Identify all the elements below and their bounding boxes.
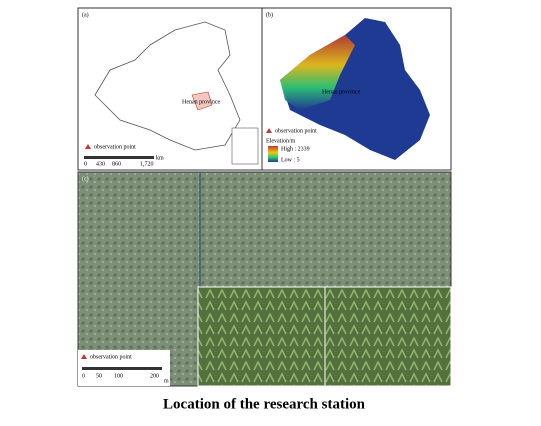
- legend-low: Low : 5: [281, 157, 300, 163]
- legend-marker: [81, 354, 87, 359]
- elevation-relief: [280, 35, 355, 110]
- china-map: [94, 21, 241, 151]
- panel-label: (c): [82, 175, 89, 182]
- scale-label: 1,720: [140, 161, 154, 167]
- legend-text: observation point: [94, 144, 136, 150]
- panel-label: (a): [82, 11, 89, 18]
- legend-text: observation point: [90, 354, 132, 360]
- legend-text: observation point: [275, 128, 317, 134]
- elevation-ramp: [268, 146, 278, 162]
- scale-label: 200: [150, 373, 159, 379]
- scale-label: 430: [96, 161, 105, 167]
- scale-bar: [82, 367, 162, 370]
- scale-label: 0: [82, 373, 85, 379]
- inset: [231, 127, 259, 165]
- panel-c: (c) observation point 0 50 100 200 m: [77, 171, 452, 387]
- scale-label: 50: [96, 373, 102, 379]
- region-label: Henan province: [322, 89, 360, 95]
- caption: Location of the research station: [163, 396, 366, 412]
- scale-unit: m: [164, 378, 169, 384]
- panel-a: (a) Henan province observation point 0 4…: [77, 7, 263, 171]
- panel-label: (b): [266, 11, 273, 18]
- legend-title: Elevation/m: [266, 138, 296, 144]
- scale-label: 100: [114, 373, 123, 379]
- scale-unit: km: [156, 155, 164, 161]
- scale-bar: [84, 156, 154, 159]
- scale-label: 0: [84, 161, 87, 167]
- legend-marker: [85, 144, 91, 149]
- legend-marker: [266, 128, 272, 133]
- panel-b: (b) Henan province observation point Ele…: [261, 7, 452, 171]
- henan-highlight: [191, 91, 213, 111]
- legend-high: High : 2339: [281, 146, 310, 152]
- region-label: Henan province: [182, 99, 220, 105]
- scale-label: 860: [112, 161, 121, 167]
